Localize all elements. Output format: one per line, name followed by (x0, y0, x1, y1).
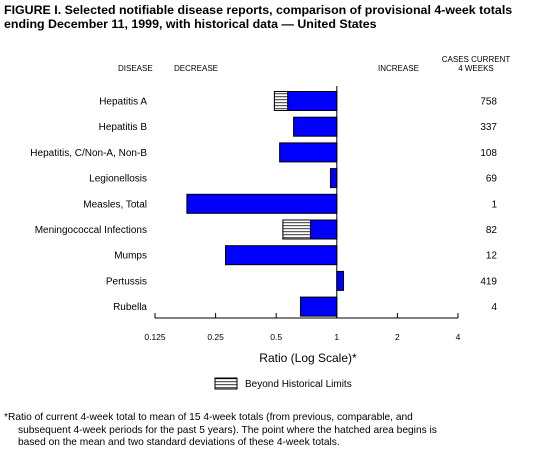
legend-label: Beyond Historical Limits (245, 379, 352, 390)
bar (299, 296, 338, 317)
cases-value: 12 (486, 251, 498, 262)
bar-hatched-segment (282, 219, 311, 240)
cases-values: 758 337 108 69 1 82 12 419 4 (480, 97, 497, 314)
cases-value: 69 (486, 174, 498, 185)
x-tick-label: 1 (334, 332, 339, 342)
bar (329, 168, 338, 189)
cases-value: 337 (480, 122, 497, 133)
title-line-2: ending December 11, 1999, with historica… (4, 17, 377, 31)
category-label: Rubella (113, 302, 147, 313)
category-label: Hepatitis B (99, 122, 148, 133)
header-increase: INCREASE (378, 64, 419, 73)
bar (225, 245, 338, 266)
bar (186, 193, 338, 214)
x-axis-label: Ratio (Log Scale)* (259, 351, 357, 365)
category-label: Hepatitis A (99, 97, 147, 108)
x-tick-label: 0.5 (270, 332, 282, 342)
header-cases-line-2: 4 WEEKS (458, 64, 494, 73)
cases-value: 4 (491, 302, 497, 313)
cases-value: 82 (486, 225, 498, 236)
cases-value: 1 (491, 199, 497, 210)
bar (293, 116, 338, 137)
header-decrease: DECREASE (174, 64, 218, 73)
header-cases-line-1: CASES CURRENT (442, 55, 511, 64)
header-disease: DISEASE (118, 64, 153, 73)
category-label: Measles, Total (83, 199, 147, 210)
bar (279, 142, 338, 163)
cases-value: 758 (480, 97, 497, 108)
category-label: Hepatitis, C/Non-A, Non-B (30, 148, 147, 159)
legend: Beyond Historical Limits (214, 377, 352, 390)
bars-layer (186, 91, 345, 317)
x-tick-label: 0.125 (144, 332, 166, 342)
cases-value: 108 (480, 148, 497, 159)
category-label: Mumps (114, 251, 147, 262)
cases-value: 419 (480, 276, 497, 287)
category-label: Meningococcal Infections (35, 225, 147, 236)
bar (336, 270, 345, 291)
bar-hatched-segment (273, 91, 289, 111)
category-label: Pertussis (106, 276, 147, 287)
x-axis: 0.125 0.25 0.5 1 2 4 (144, 86, 461, 342)
category-label: Legionellosis (89, 174, 147, 185)
x-tick-label: 0.25 (207, 332, 224, 342)
x-tick-label: 2 (395, 332, 400, 342)
footnote: *Ratio of current 4-week total to mean o… (4, 412, 552, 450)
legend-swatch (214, 377, 238, 390)
footnote-line-2: subsequent 4-week periods for the past 5… (18, 424, 437, 436)
x-tick-label: 4 (456, 332, 461, 342)
page-title: FIGURE I. Selected notifiable disease re… (4, 3, 552, 31)
category-labels: Hepatitis A Hepatitis B Hepatitis, C/Non-A… (30, 97, 147, 314)
footnote-line-3: based on the mean and two standard devia… (18, 437, 340, 448)
title-line-1: FIGURE I. Selected notifiable disease re… (4, 3, 513, 17)
footnote-line-1: *Ratio of current 4-week total to mean o… (4, 412, 413, 423)
